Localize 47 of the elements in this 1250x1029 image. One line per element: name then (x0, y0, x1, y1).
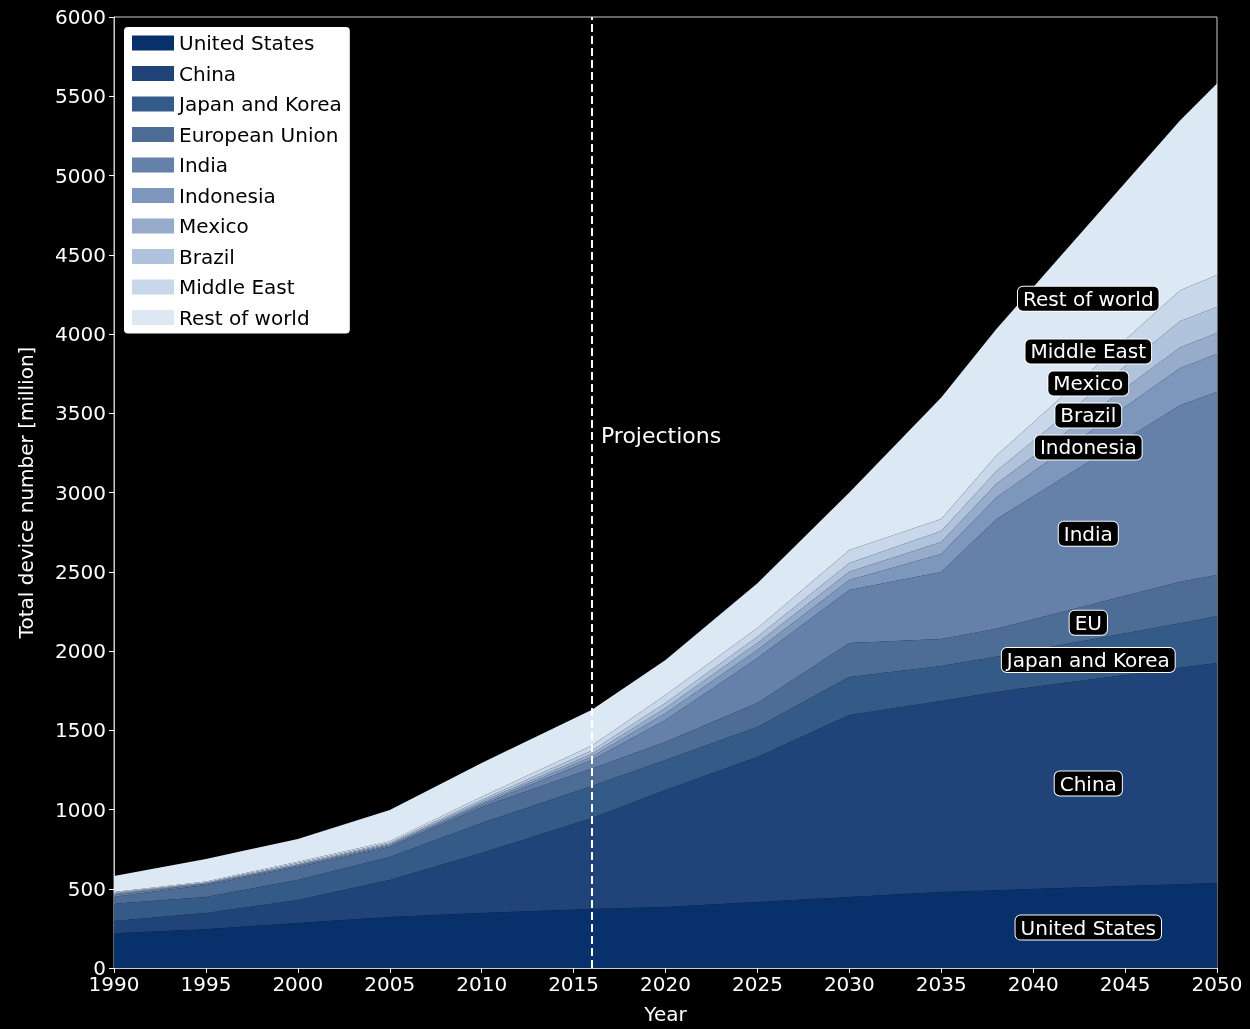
legend-label: China (179, 61, 237, 86)
annotation: Rest of world (1022, 286, 1154, 311)
y-tick-label: 4500 (55, 242, 106, 267)
annotation: Brazil (1060, 403, 1117, 428)
annotation: Japan and Korea (1004, 647, 1170, 672)
annotation: India (1063, 521, 1113, 546)
legend-label: United States (179, 31, 315, 55)
y-tick-label: 5000 (55, 163, 106, 188)
x-tick-label: 2005 (364, 972, 416, 996)
y-tick-label: 2000 (55, 639, 106, 663)
ref-line-label: Projections (600, 422, 722, 448)
x-tick-label: 2045 (1099, 972, 1151, 996)
annotation: Indonesia (1039, 435, 1137, 460)
x-tick-label: 1995 (180, 972, 232, 996)
y-tick-label: 1500 (55, 718, 106, 743)
x-tick-label: 2050 (1191, 972, 1243, 996)
x-tick-label: 2035 (915, 972, 967, 996)
y-tick-label: 2500 (55, 559, 106, 584)
annotation: Mexico (1053, 371, 1124, 396)
y-tick-label: 5500 (55, 84, 106, 109)
legend-label: Middle East (179, 275, 295, 299)
annotation: Middle East (1030, 339, 1147, 364)
legend-label: Brazil (179, 244, 235, 269)
x-tick-label: 2010 (456, 972, 508, 996)
y-tick-label: 3500 (55, 401, 106, 426)
x-tick-label: 2025 (731, 972, 783, 996)
legend-label: Indonesia (179, 183, 276, 208)
y-tick-label: 1000 (55, 797, 106, 822)
legend-label: India (179, 153, 229, 177)
x-axis-title: Year (643, 1002, 688, 1026)
annotation: EU (1074, 610, 1102, 635)
annotation: China (1059, 771, 1117, 796)
legend-label: Mexico (179, 214, 249, 238)
x-tick-label: 2040 (1007, 972, 1059, 996)
legend-label: European Union (179, 122, 339, 147)
x-tick-label: 2030 (823, 972, 875, 996)
y-axis-title: Total device number [million] (14, 346, 38, 640)
y-tick-label: 3000 (55, 480, 106, 505)
legend-label: Japan and Korea (177, 92, 342, 116)
legend-label: Rest of world (179, 305, 310, 330)
y-tick-label: 4000 (55, 322, 106, 346)
y-tick-label: 500 (67, 876, 106, 901)
x-tick-label: 2000 (272, 972, 324, 996)
annotation: United States (1020, 915, 1156, 940)
x-tick-label: 2020 (640, 972, 691, 996)
y-tick-label: 6000 (55, 5, 106, 29)
x-tick-label: 2015 (548, 972, 600, 996)
